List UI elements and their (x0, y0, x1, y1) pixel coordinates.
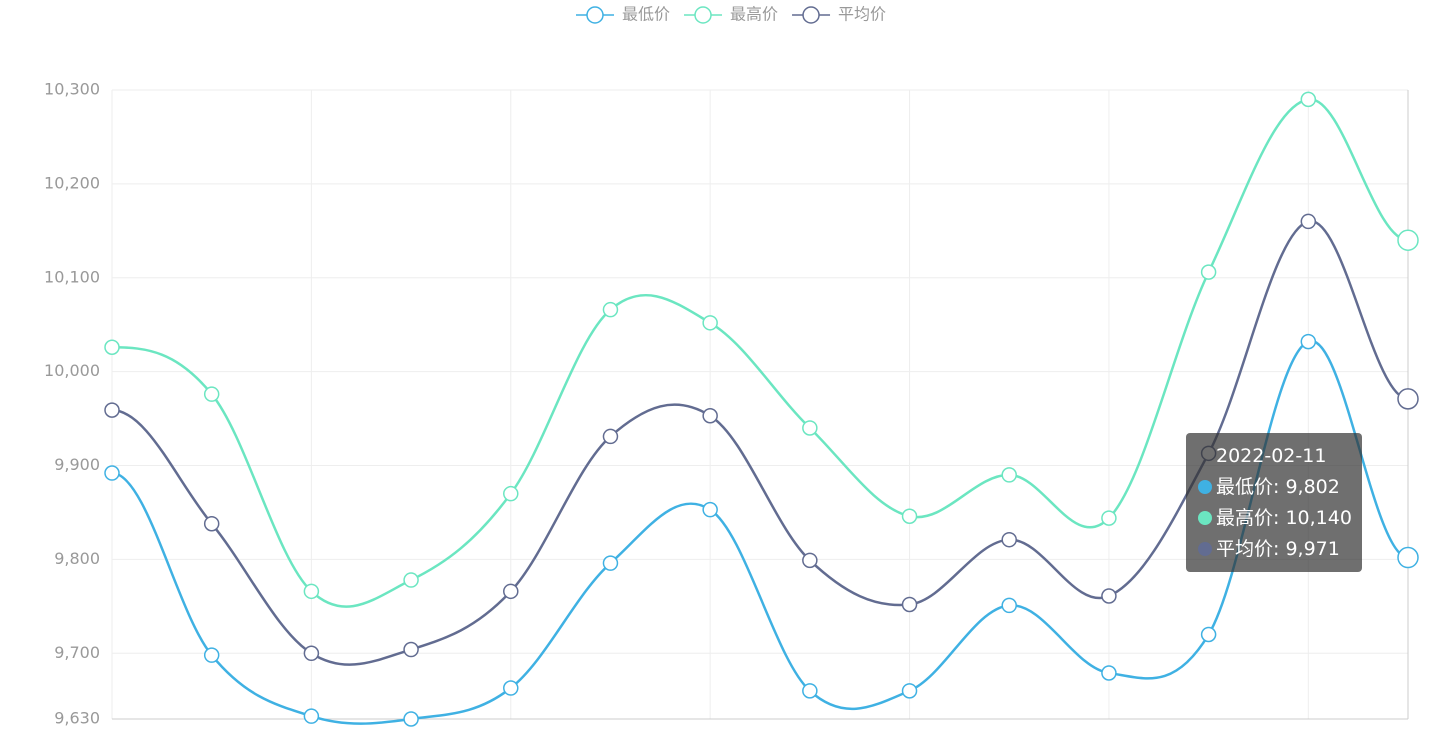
data-point (104, 465, 120, 481)
tooltip-value: 10,140 (1285, 507, 1352, 529)
y-tick-label: 9,700 (54, 643, 100, 662)
data-point (203, 515, 220, 532)
y-tick-label: 9,800 (54, 549, 100, 568)
data-point (1101, 510, 1117, 526)
tooltip-dot (1198, 511, 1212, 525)
legend-icon-dot (586, 6, 604, 24)
data-point (802, 420, 818, 436)
data-point (503, 680, 519, 696)
data-point (503, 485, 519, 502)
tooltip-date: 2022-02-11 (1216, 445, 1327, 467)
data-point (303, 583, 320, 600)
tooltip-rows: 最低价9,802最高价10,140平均价9,971 (1198, 472, 1362, 565)
data-point (203, 647, 220, 663)
tooltip-title: 2022-02-11 (1198, 441, 1362, 472)
data-point (802, 683, 818, 699)
data-point (1300, 91, 1317, 108)
data-point (303, 708, 320, 724)
data-point (1001, 467, 1017, 483)
legend: 最低价 最高价 平均价 (576, 5, 886, 24)
data-point (1300, 333, 1317, 350)
data-point (602, 301, 619, 318)
y-tick-label: 9,630 (54, 709, 100, 728)
tooltip-dot (1198, 542, 1212, 556)
y-tick-label: 10,300 (44, 80, 100, 99)
legend-label: 最高价 (730, 5, 778, 24)
data-point (403, 641, 419, 658)
series-line (111, 220, 1409, 666)
data-point (1001, 597, 1017, 614)
tooltip-row: 平均价9,971 (1198, 534, 1362, 565)
legend-label: 平均价 (838, 5, 886, 24)
y-tick-label: 10,200 (44, 173, 100, 192)
data-point (1001, 531, 1017, 548)
data-point (403, 572, 419, 588)
legend-label: 最低价 (622, 5, 670, 24)
tooltip-series-name: 最高价 (1216, 507, 1285, 529)
legend-icon-dot (694, 6, 712, 24)
data-point (702, 408, 718, 424)
data-point (901, 683, 918, 699)
data-point (403, 711, 419, 727)
data-point (901, 596, 918, 613)
data-point (602, 555, 619, 571)
data-point (901, 508, 918, 524)
data-point (1200, 264, 1217, 280)
data-point (702, 315, 718, 331)
data-point (503, 583, 519, 600)
data-point (1101, 588, 1117, 604)
data-point (104, 402, 120, 418)
data-point (602, 428, 619, 445)
tooltip-value: 9,971 (1285, 538, 1340, 560)
tooltip-series-name: 最低价 (1216, 476, 1285, 498)
data-point (1200, 626, 1217, 643)
data-point (104, 339, 120, 355)
data-point (802, 552, 818, 569)
data-point (1397, 546, 1419, 569)
data-point (303, 645, 320, 662)
data-point (702, 501, 718, 518)
tooltip-row: 最低价9,802 (1198, 472, 1362, 503)
tooltip-dot (1198, 480, 1212, 494)
data-point (1397, 229, 1419, 251)
tooltip: 2022-02-11 最低价9,802最高价10,140平均价9,971 (1186, 433, 1362, 572)
data-point (1397, 388, 1419, 410)
legend-icon-dot (802, 6, 820, 24)
data-point (1300, 213, 1317, 230)
data-point (203, 386, 220, 402)
tooltip-row: 最高价10,140 (1198, 503, 1362, 534)
tooltip-series-name: 平均价 (1216, 538, 1285, 560)
data-point (1101, 665, 1117, 681)
y-tick-label: 10,000 (44, 361, 100, 380)
y-tick-label: 9,900 (54, 455, 100, 474)
tooltip-value: 9,802 (1285, 476, 1340, 498)
y-tick-label: 10,100 (44, 267, 100, 286)
